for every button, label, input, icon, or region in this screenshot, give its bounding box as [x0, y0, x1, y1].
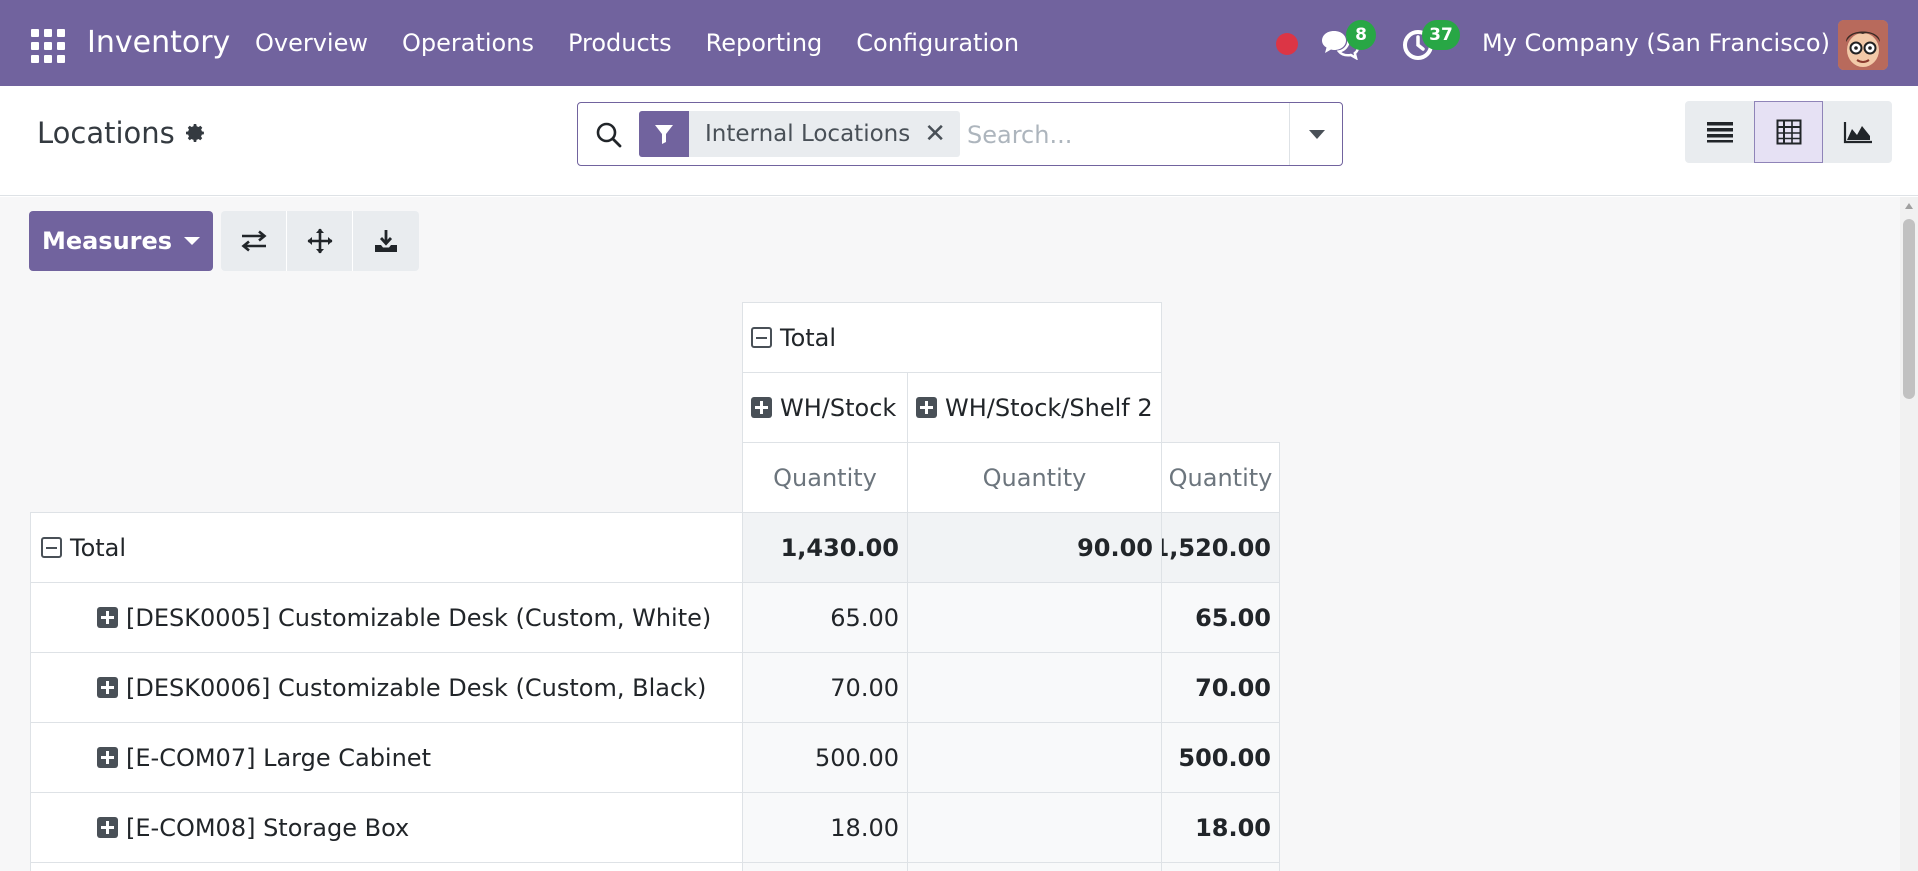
measure-header[interactable]: Quantity [1161, 442, 1280, 513]
expand-icon [916, 397, 937, 418]
flip-axis-icon [240, 230, 267, 252]
facet-label: Internal Locations [705, 121, 911, 147]
scroll-up-icon[interactable] [1905, 203, 1913, 209]
search-input[interactable] [967, 113, 1267, 157]
table-row[interactable]: [E-COM08] Storage Box [30, 792, 743, 863]
table-cell[interactable] [907, 582, 1162, 653]
caret-down-icon [184, 237, 201, 245]
measures-button[interactable]: Measures [29, 211, 213, 271]
table-cell[interactable]: 1,430.00 [742, 512, 908, 583]
search-icon[interactable] [594, 120, 624, 150]
table-row[interactable]: [DESK0005] Customizable Desk (Custom, Wh… [30, 582, 743, 653]
table-row[interactable]: [E-COM07] Large Cabinet [30, 722, 743, 793]
flip-axis-button[interactable] [221, 211, 287, 271]
expand-icon [97, 747, 118, 768]
table-cell[interactable] [1161, 862, 1280, 871]
user-avatar[interactable] [1838, 20, 1888, 70]
app-brand[interactable]: Inventory [87, 25, 231, 60]
list-view-icon [1706, 122, 1733, 143]
measure-header[interactable]: Quantity [907, 442, 1162, 513]
expand-icon [97, 607, 118, 628]
menu-reporting[interactable]: Reporting [705, 29, 823, 57]
top-navbar: Inventory Overview Operations Products R… [0, 0, 1918, 86]
control-panel: Locations Internal Locations ✕ [0, 86, 1918, 196]
expand-all-button[interactable] [287, 211, 353, 271]
col-header-wh-stock[interactable]: WH/Stock [742, 372, 908, 443]
activity-badge: 37 [1422, 20, 1460, 50]
scrollbar-thumb[interactable] [1903, 219, 1915, 399]
table-cell[interactable]: 70.00 [1161, 652, 1280, 723]
measure-header[interactable]: Quantity [742, 442, 908, 513]
table-cell[interactable]: 90.00 [907, 512, 1162, 583]
menu-products[interactable]: Products [567, 29, 672, 57]
company-switcher[interactable]: My Company (San Francisco) [1482, 29, 1830, 57]
main-menu: Overview Operations Products Reporting C… [237, 29, 1036, 57]
avatar-face-icon [1838, 20, 1888, 70]
search-bar: Internal Locations ✕ [577, 102, 1343, 166]
pivot-toolbar: Measures [29, 211, 419, 271]
expand-icon [97, 677, 118, 698]
vertical-scrollbar[interactable] [1900, 197, 1918, 871]
table-cell[interactable] [907, 862, 1162, 871]
table-cell[interactable] [907, 652, 1162, 723]
table-cell[interactable]: 65.00 [742, 582, 908, 653]
table-cell[interactable]: 65.00 [1161, 582, 1280, 653]
download-button[interactable] [353, 211, 419, 271]
pivot-table-icon [1776, 119, 1801, 145]
table-row[interactable]: [DESK0006] Customizable Desk (Custom, Bl… [30, 652, 743, 723]
graph-view-button[interactable] [1823, 101, 1892, 163]
collapse-icon [41, 537, 62, 558]
pivot-content: Measures [0, 197, 1900, 871]
pivot-view-button[interactable] [1754, 101, 1823, 163]
search-options-toggle[interactable] [1289, 103, 1343, 165]
table-cell[interactable] [907, 722, 1162, 793]
filter-icon [639, 111, 689, 157]
recording-indicator-icon[interactable] [1276, 33, 1298, 55]
expand-icon [751, 397, 772, 418]
page-title: Locations [37, 116, 175, 150]
facet-remove-icon[interactable]: ✕ [924, 119, 947, 149]
col-header-total[interactable]: Total [742, 302, 1162, 373]
area-chart-icon [1843, 122, 1872, 144]
pivot-tool-group [221, 211, 419, 271]
apps-grid-icon[interactable] [31, 29, 65, 63]
table-cell[interactable]: 1,520.00 [1161, 512, 1280, 583]
menu-configuration[interactable]: Configuration [856, 29, 1020, 57]
table-cell[interactable]: 500.00 [1161, 722, 1280, 793]
view-switcher [1685, 101, 1892, 163]
breadcrumb: Locations [37, 116, 207, 150]
menu-overview[interactable]: Overview [255, 29, 368, 57]
expand-icon [97, 817, 118, 838]
table-cell[interactable]: 500.00 [742, 722, 908, 793]
list-view-button[interactable] [1685, 101, 1754, 163]
download-icon [375, 230, 397, 252]
table-cell[interactable]: 70.00 [742, 652, 908, 723]
row-header-total[interactable]: Total [30, 512, 743, 583]
table-cell[interactable]: 18.00 [1161, 792, 1280, 863]
table-cell[interactable]: 18.00 [742, 792, 908, 863]
table-row[interactable] [30, 862, 743, 871]
collapse-icon [751, 327, 772, 348]
table-cell[interactable] [742, 862, 908, 871]
expand-arrows-icon [307, 228, 332, 254]
chat-badge: 8 [1346, 20, 1376, 50]
table-cell[interactable] [907, 792, 1162, 863]
menu-operations[interactable]: Operations [402, 29, 534, 57]
measures-label: Measures [41, 227, 173, 255]
chevron-down-icon [1308, 129, 1325, 139]
filter-facet: Internal Locations ✕ [639, 111, 961, 157]
gear-icon[interactable] [183, 121, 207, 145]
col-header-wh-stock-shelf-2[interactable]: WH/Stock/Shelf 2 [907, 372, 1162, 443]
